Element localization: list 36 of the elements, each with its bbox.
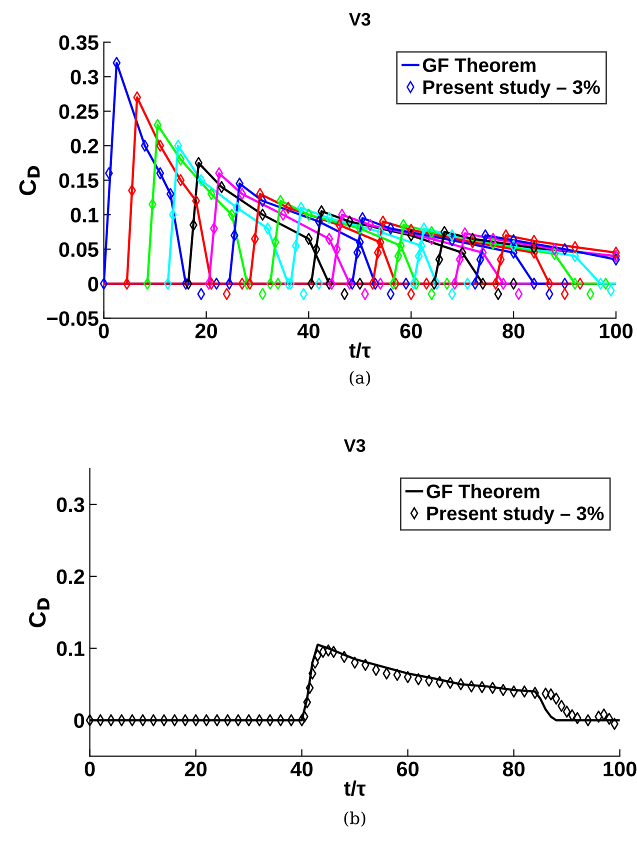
legend-label: GF Theorem bbox=[422, 58, 536, 72]
x-tick-label: 80 bbox=[502, 324, 524, 338]
x-axis-title: t/τ bbox=[344, 780, 366, 796]
text: (a) bbox=[350, 370, 370, 386]
x-tick-label: 20 bbox=[184, 762, 207, 776]
y-tick-label: −0.05 bbox=[47, 311, 98, 326]
legend-label: GF Theorem bbox=[426, 484, 540, 498]
y-tick-label: 0.1 bbox=[70, 208, 98, 222]
legend-label: Present study – 3% bbox=[423, 80, 600, 98]
y-tick-label: 0 bbox=[88, 276, 98, 292]
x-tick-label: 0 bbox=[98, 324, 109, 338]
y-tick-label: 0.3 bbox=[56, 497, 84, 512]
x-tick-label: 20 bbox=[195, 324, 217, 338]
text: (b) bbox=[344, 811, 366, 827]
y-axis-title: C$_{D}$ bbox=[29, 598, 50, 628]
y-tick-label: 0 bbox=[74, 713, 84, 728]
y-tick-label: 0.1 bbox=[56, 641, 84, 656]
y-tick-label: 0.3 bbox=[70, 70, 98, 84]
x-tick-label: 60 bbox=[396, 762, 419, 776]
y-tick-label: 0.2 bbox=[56, 569, 84, 584]
y-axis-title: C$_{D}$ bbox=[19, 166, 40, 196]
x-tick-label: 80 bbox=[502, 762, 525, 776]
x-tick-label: 100 bbox=[604, 762, 636, 776]
y-tick-label: 0.2 bbox=[70, 138, 98, 154]
x-tick-label: 60 bbox=[400, 324, 422, 338]
x-tick-label: 100 bbox=[600, 324, 633, 338]
x-axis-title: t/τ bbox=[349, 342, 371, 358]
y-tick-label: 0.25 bbox=[59, 104, 98, 119]
y-tick-label: 0.15 bbox=[59, 173, 98, 188]
chart-title: V3 bbox=[344, 439, 366, 452]
chart-title: V3 bbox=[348, 12, 370, 26]
y-tick-label: 0.35 bbox=[59, 35, 98, 50]
legend-label: Present study – 3% bbox=[427, 506, 604, 524]
y-tick-label: 0.05 bbox=[59, 242, 98, 257]
x-tick-label: 40 bbox=[290, 762, 313, 776]
x-tick-label: 40 bbox=[297, 324, 320, 338]
